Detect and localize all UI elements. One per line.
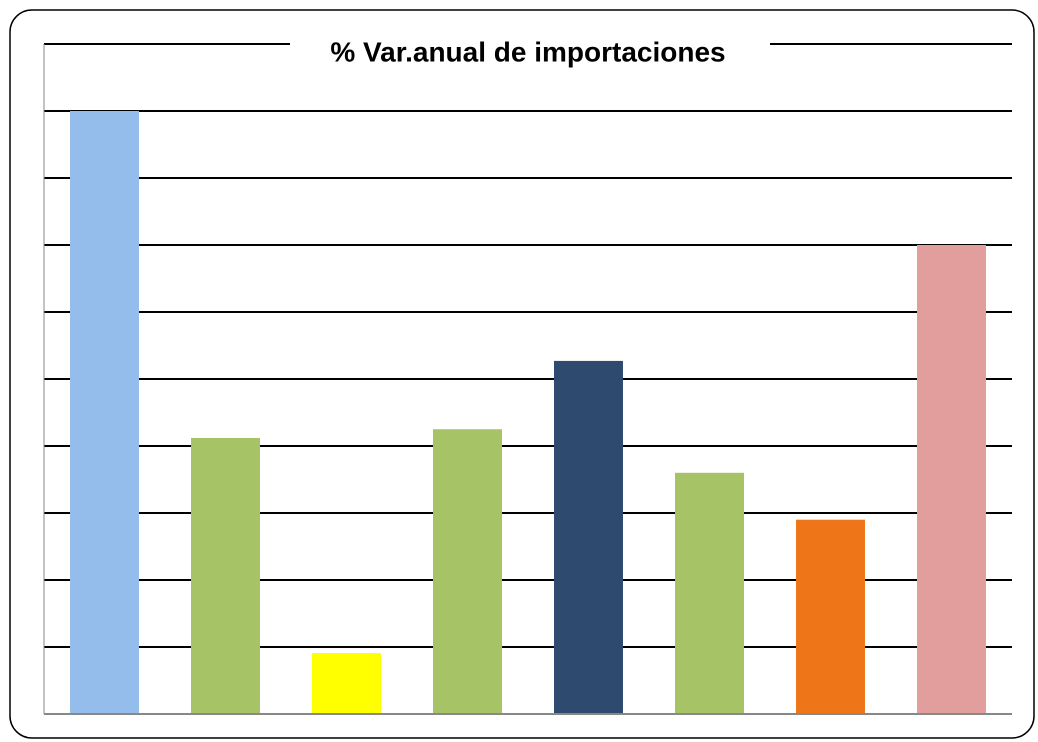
bar (312, 653, 381, 714)
bar (70, 111, 139, 714)
bar (191, 437, 260, 714)
chart-frame (9, 9, 1035, 739)
bar (796, 519, 865, 714)
bar (554, 360, 623, 714)
bar (433, 429, 502, 714)
bar (675, 472, 744, 714)
bar (917, 245, 986, 714)
title-background (290, 30, 770, 80)
chart-title: % Var.anual de importaciones (330, 36, 725, 67)
